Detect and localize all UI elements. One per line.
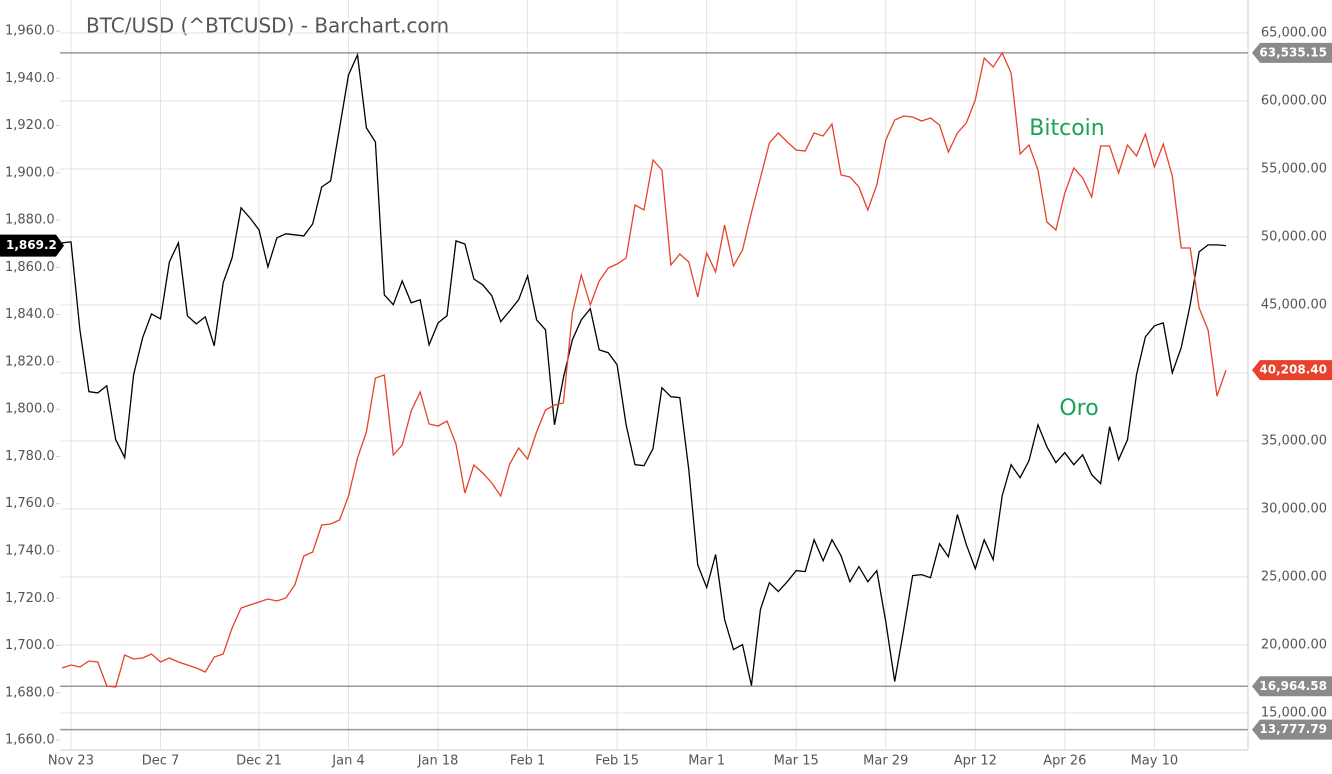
- reference-label-box: [1252, 676, 1332, 697]
- x-tick-label: Mar 29: [863, 754, 908, 769]
- y-tick-label: 1,660.0: [5, 733, 55, 748]
- x-tick-label: Mar 1: [688, 754, 725, 769]
- x-tick-label: May 10: [1131, 754, 1179, 769]
- y2-tick-label: 65,000.00: [1261, 25, 1327, 40]
- x-tick-label: Dec 21: [236, 754, 282, 769]
- y-tick-label: 1,760.0: [5, 496, 55, 511]
- y-tick-label: 1,840.0: [5, 307, 55, 322]
- x-tick-label: Feb 1: [510, 754, 545, 769]
- y-tick-label: 1,940.0: [5, 71, 55, 86]
- last-value-label-box: [0, 234, 64, 257]
- y-tick-label: 1,880.0: [5, 213, 55, 228]
- reference-label-box: [1252, 719, 1332, 740]
- y-tick-label: 1,780.0: [5, 449, 55, 464]
- y2-tick-label: 55,000.00: [1261, 161, 1327, 176]
- series-label: Oro: [1059, 396, 1098, 421]
- series-line: [61, 52, 1227, 686]
- y-tick-label: 1,820.0: [5, 354, 55, 369]
- chart-title: BTC/USD (^BTCUSD) - Barchart.com: [86, 14, 449, 38]
- x-tick-label: Nov 23: [48, 754, 94, 769]
- y2-tick-label: 50,000.00: [1261, 229, 1327, 244]
- y2-tick-label: 60,000.00: [1261, 93, 1327, 108]
- y-tick-label: 1,680.0: [5, 685, 55, 700]
- last-value-label: 1,869.2: [6, 238, 57, 252]
- y2-tick-label: 20,000.00: [1261, 638, 1327, 653]
- x-tick-label: Jan 18: [417, 754, 459, 769]
- reference-label: 16,964.58: [1259, 679, 1327, 693]
- x-tick-label: Apr 26: [1043, 754, 1086, 769]
- y-tick-label: 1,860.0: [5, 260, 55, 275]
- y-tick-label: 1,960.0: [5, 24, 55, 39]
- y2-tick-label: 45,000.00: [1261, 297, 1327, 312]
- last-value-label: 40,208.40: [1259, 363, 1327, 377]
- y-tick-label: 1,900.0: [5, 165, 55, 180]
- y2-tick-label: 30,000.00: [1261, 502, 1327, 517]
- x-tick-label: Mar 15: [774, 754, 819, 769]
- reference-label-box: [1252, 42, 1332, 63]
- reference-label: 63,535.15: [1259, 45, 1327, 59]
- y-tick-label: 1,700.0: [5, 638, 55, 653]
- x-tick-label: Apr 12: [954, 754, 997, 769]
- last-value-label-box: [1252, 360, 1332, 381]
- y2-tick-label: 15,000.00: [1261, 706, 1327, 721]
- y-tick-label: 1,720.0: [5, 591, 55, 606]
- y-tick-label: 1,920.0: [5, 118, 55, 133]
- x-tick-label: Feb 15: [595, 754, 639, 769]
- y2-tick-label: 35,000.00: [1261, 433, 1327, 448]
- x-tick-label: Dec 7: [142, 754, 180, 769]
- reference-label: 13,777.79: [1259, 722, 1327, 736]
- y-tick-label: 1,800.0: [5, 402, 55, 417]
- series-label: Bitcoin: [1029, 116, 1104, 141]
- y-tick-label: 1,740.0: [5, 543, 55, 558]
- y2-tick-label: 25,000.00: [1261, 570, 1327, 585]
- x-tick-label: Jan 4: [331, 754, 364, 769]
- series-line: [61, 51, 1227, 688]
